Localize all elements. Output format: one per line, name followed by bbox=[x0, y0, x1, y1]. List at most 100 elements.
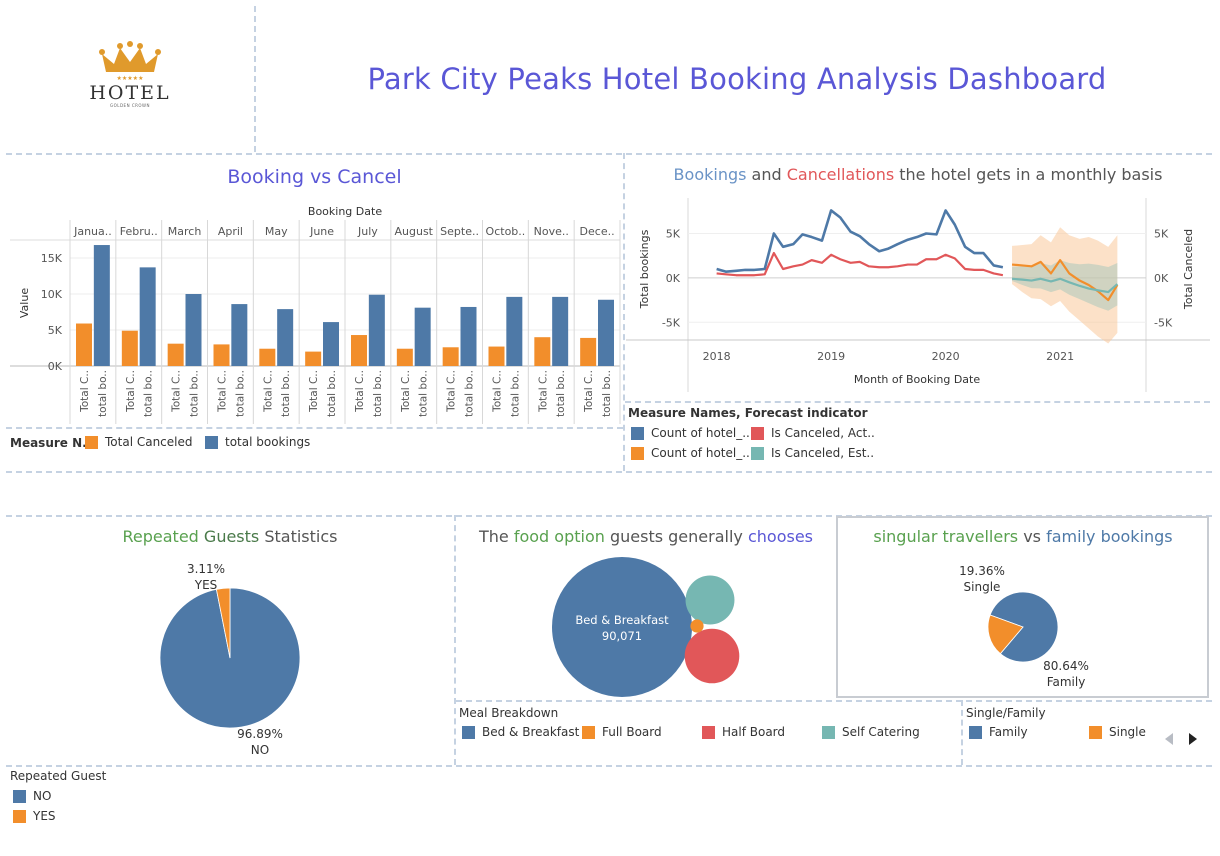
legend-item-total-bookings[interactable]: total bookings bbox=[205, 435, 310, 449]
travellers-title: singular travellers vs family bookings bbox=[840, 527, 1206, 546]
legend-item-self-catering[interactable]: Self Catering bbox=[822, 725, 920, 739]
bar-bookings bbox=[323, 322, 339, 366]
repeated-title-part1: Repeated bbox=[122, 527, 199, 546]
legend-label: Half Board bbox=[722, 725, 786, 739]
bar-sub-label: Total C.. bbox=[400, 370, 412, 413]
legend-swatch bbox=[751, 446, 764, 460]
bar-sub-label: Total C.. bbox=[583, 370, 595, 413]
line-ylabel-left: Total bookings bbox=[638, 229, 651, 309]
svg-text:★★★★★: ★★★★★ bbox=[117, 75, 144, 82]
legend-item-canceled-actual[interactable]: Is Canceled, Act.. bbox=[751, 426, 875, 440]
line-ytick-right: 0K bbox=[1154, 272, 1169, 285]
legend-item-count-forecast[interactable]: Count of hotel_.. bbox=[631, 446, 750, 460]
legend-item-family[interactable]: Family bbox=[969, 725, 1028, 739]
line-xtick-label: 2018 bbox=[703, 350, 731, 363]
line-legend-divider bbox=[625, 401, 1210, 403]
bar-canceled bbox=[488, 346, 505, 366]
bar-sub-label: total bo.. bbox=[464, 370, 476, 417]
legend-item-no[interactable]: NO bbox=[13, 789, 51, 803]
forecast-band bbox=[1012, 227, 1118, 344]
legend-label: Full Board bbox=[602, 725, 662, 739]
food-title-part3: guests generally bbox=[604, 527, 748, 546]
bar-sub-label: Total C.. bbox=[217, 370, 229, 413]
bar-bookings bbox=[231, 304, 248, 366]
legend-item-canceled-estimate[interactable]: Is Canceled, Est.. bbox=[751, 446, 874, 460]
legend-swatch bbox=[631, 426, 644, 440]
bar-sub-label: Total C.. bbox=[262, 370, 274, 413]
bubble-half-board bbox=[684, 628, 740, 684]
bar-sub-label: total bo.. bbox=[555, 370, 567, 417]
bar-sub-label: total bo.. bbox=[372, 370, 384, 417]
bar-category-label: Nove.. bbox=[534, 225, 569, 238]
bar-ytick-label: 0K bbox=[48, 360, 63, 373]
bar-bookings bbox=[93, 245, 110, 366]
section-divider-pie bbox=[454, 515, 456, 765]
legend-item-bed-breakfast[interactable]: Bed & Breakfast bbox=[462, 725, 579, 739]
food-bubble-chart: Bed & Breakfast 90,071 bbox=[552, 557, 740, 697]
bar-category-label: March bbox=[168, 225, 202, 238]
bar-bookings bbox=[460, 306, 477, 366]
bar-bookings bbox=[506, 296, 523, 366]
bar-sub-label: total bo.. bbox=[601, 370, 613, 417]
food-title-part1: The bbox=[479, 527, 514, 546]
legend-item-single[interactable]: Single bbox=[1089, 725, 1146, 739]
legend-next-arrow-icon[interactable] bbox=[1189, 733, 1197, 745]
bar-category-label: April bbox=[218, 225, 243, 238]
bar-category-label: Septe.. bbox=[440, 225, 479, 238]
bar-legend-title: Measure N.. bbox=[10, 436, 92, 450]
section-divider-bottom bbox=[6, 765, 1212, 767]
bar-canceled bbox=[534, 337, 551, 366]
bar-sub-label: Total C.. bbox=[171, 370, 183, 413]
legend-swatch bbox=[462, 725, 475, 739]
monthly-title: Bookings and Cancellations the hotel get… bbox=[628, 165, 1208, 184]
section-divider-row3 bbox=[6, 515, 1212, 517]
legend-label: total bookings bbox=[225, 435, 311, 449]
legend-label: Total Canceled bbox=[105, 435, 193, 449]
section-divider-mid bbox=[623, 153, 625, 471]
bar-bookings bbox=[414, 307, 431, 366]
bar-sub-label: total bo.. bbox=[418, 370, 430, 417]
monthly-title-rest: the hotel gets in a monthly basis bbox=[894, 165, 1163, 184]
monthly-line-chart: -5K -5K 0K 0K 5K 5K Total bookings Total Cancel… bbox=[626, 198, 1210, 392]
header-divider bbox=[254, 6, 256, 152]
pie-category-label: Family bbox=[1047, 675, 1086, 689]
legend-item-half-board[interactable]: Half Board bbox=[702, 725, 785, 739]
legend-label: Self Catering bbox=[842, 725, 920, 739]
food-legend-divider bbox=[456, 700, 1212, 702]
line-ytick-right: -5K bbox=[1154, 316, 1173, 329]
bar-category-label: June bbox=[309, 225, 334, 238]
bar-sub-label: total bo.. bbox=[509, 370, 521, 417]
crown-icon: ★★★★★ bbox=[99, 41, 161, 82]
legend-swatch bbox=[13, 809, 26, 823]
repeated-guests-pie: 3.11% YES 96.89% NO bbox=[159, 562, 301, 757]
bar-canceled bbox=[167, 343, 184, 366]
legend-swatch bbox=[751, 426, 764, 440]
bar-bookings bbox=[185, 294, 202, 366]
bar-bookings bbox=[552, 296, 569, 366]
bar-sub-label: Total C.. bbox=[446, 370, 458, 413]
bubble-full-board bbox=[690, 619, 704, 633]
line-series-0 bbox=[716, 209, 1004, 273]
legend-item-count-actual[interactable]: Count of hotel_.. bbox=[631, 426, 750, 440]
bubble-label: Bed & Breakfast bbox=[575, 613, 669, 627]
legend-swatch bbox=[582, 725, 595, 739]
line-ytick-left: 5K bbox=[666, 228, 681, 241]
pie-category-label: NO bbox=[251, 743, 269, 757]
bubble-bed-breakfast bbox=[552, 557, 692, 697]
legend-label: Is Canceled, Act.. bbox=[771, 426, 875, 440]
line-series-3 bbox=[1011, 277, 1119, 294]
legend-item-full-board[interactable]: Full Board bbox=[582, 725, 662, 739]
legend-item-total-canceled[interactable]: Total Canceled bbox=[85, 435, 193, 449]
bar-sub-label: total bo.. bbox=[97, 370, 109, 417]
logo-subtitle: GOLDEN CROWN bbox=[109, 103, 150, 108]
repeated-legend-title: Repeated Guest bbox=[10, 769, 107, 783]
legend-label: NO bbox=[33, 789, 52, 803]
bar-category-label: August bbox=[395, 225, 434, 238]
legend-item-yes[interactable]: YES bbox=[13, 809, 56, 823]
line-xtick-label: 2020 bbox=[932, 350, 960, 363]
legend-swatch bbox=[631, 446, 644, 460]
legend-label: Family bbox=[989, 725, 1028, 739]
bar-canceled bbox=[580, 337, 597, 366]
food-title: The food option guests generally chooses bbox=[458, 527, 834, 546]
legend-prev-arrow-icon[interactable] bbox=[1165, 733, 1173, 745]
